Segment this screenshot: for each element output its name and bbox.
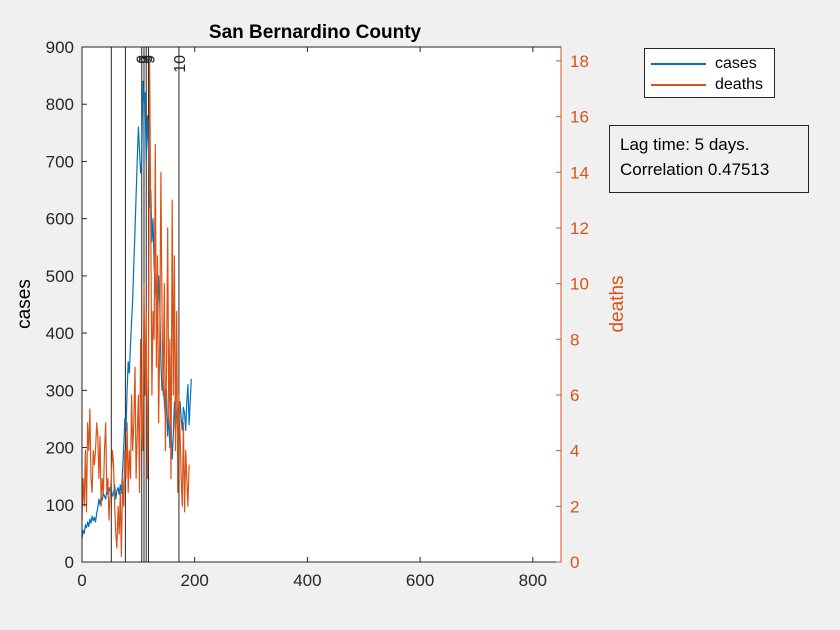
y-axis-left-label: cases [14,279,35,329]
vertical-marker-label: 8 [139,55,156,64]
y-left-tick-label: 500 [46,267,74,286]
legend-label-deaths: deaths [715,76,764,93]
y-left-tick-label: 600 [46,210,74,229]
legend-item-cases: cases [645,54,774,74]
vertical-marker-label: 10 [172,55,189,73]
y-right-tick-label: 18 [570,52,589,71]
y-axis-right: 0 2 4 6 8 10 12 14 16 18 [556,47,589,572]
y-right-tick-label: 0 [570,553,579,572]
y-right-tick-label: 16 [570,108,589,127]
x-tick-label: 400 [293,571,321,590]
y-left-tick-label: 100 [46,496,74,515]
x-tick-label: 600 [406,571,434,590]
y-left-tick-label: 200 [46,439,74,458]
vertical-marker-label: 6 [135,55,152,64]
x-tick-label: 800 [519,571,547,590]
annotation-box: Lag time: 5 days. Correlation 0.47513 [609,125,809,193]
legend-item-deaths: deaths [645,75,774,95]
y-right-tick-label: 8 [570,330,579,349]
y-axis-left: 0 100 200 300 400 500 600 700 800 900 [46,38,87,572]
vertical-marker-label: 9 [141,55,158,64]
y-left-tick-label: 300 [46,381,74,400]
vertical-marker-label: 7 [137,55,154,64]
y-right-tick-label: 2 [570,497,579,516]
x-tick-label: 200 [181,571,209,590]
y-left-tick-label: 700 [46,152,74,171]
legend-label-cases: cases [715,55,757,72]
y-left-tick-label: 400 [46,324,74,343]
series-line-cases [81,80,192,540]
series-layer [81,60,192,558]
legend: cases deaths [644,48,775,98]
chart-title: San Bernardino County [209,22,422,43]
y-right-tick-label: 10 [570,275,589,294]
y-left-tick-label: 800 [46,95,74,114]
x-axis: 0 200 400 600 800 [77,47,547,590]
y-left-tick-label: 0 [65,553,74,572]
series-line-deaths [81,60,190,558]
y-right-tick-label: 4 [570,442,579,461]
y-left-tick-label: 900 [46,38,74,57]
legend-swatch-deaths [651,84,706,86]
y-right-tick-label: 12 [570,219,589,238]
legend-swatch-cases [651,63,706,65]
annotation-lag-time: Lag time: 5 days. [620,135,750,154]
y-axis-right-label: deaths [607,275,628,332]
annotation-correlation: Correlation 0.47513 [620,160,770,179]
y-right-tick-label: 6 [570,386,579,405]
y-right-tick-label: 14 [570,163,589,182]
x-tick-label: 0 [77,571,86,590]
